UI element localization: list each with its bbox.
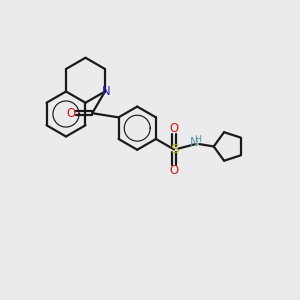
Text: O: O — [169, 164, 178, 177]
Text: O: O — [67, 107, 76, 120]
Text: N: N — [102, 85, 111, 98]
Text: S: S — [170, 143, 178, 156]
Text: O: O — [169, 122, 178, 135]
Text: N: N — [190, 136, 199, 149]
Text: H: H — [194, 135, 201, 144]
